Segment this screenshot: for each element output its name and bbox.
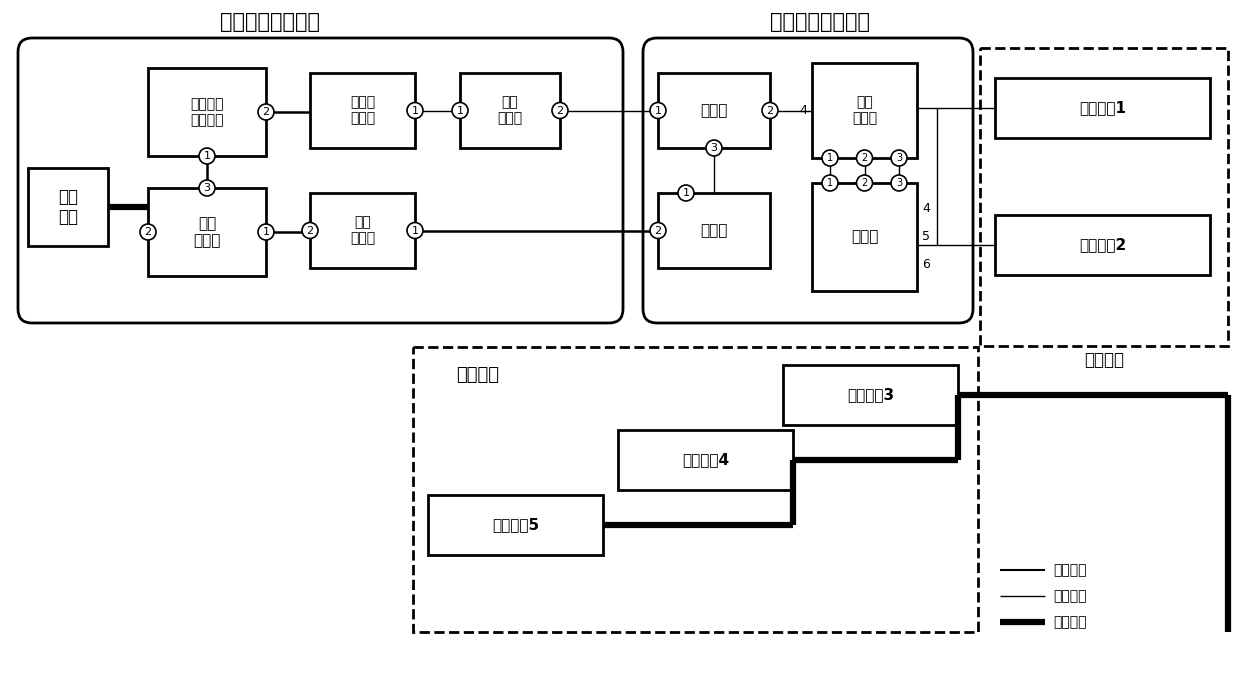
Text: 传感途径: 传感途径 (1053, 615, 1086, 629)
Circle shape (407, 223, 423, 238)
Text: 3: 3 (711, 143, 718, 153)
Bar (413, 347, 978, 632)
Circle shape (892, 150, 906, 166)
Text: 分布参量: 分布参量 (456, 366, 500, 384)
Circle shape (140, 224, 156, 240)
Text: 传感单元5: 传感单元5 (492, 518, 539, 533)
Text: 2: 2 (766, 105, 774, 115)
Circle shape (763, 103, 777, 119)
Text: 5: 5 (923, 230, 930, 244)
Text: 1: 1 (412, 225, 419, 236)
Bar (994, 215, 1210, 275)
Text: 传感单元4: 传感单元4 (682, 452, 729, 468)
Circle shape (453, 103, 467, 119)
Text: 光学
分束器: 光学 分束器 (852, 95, 877, 126)
Circle shape (892, 175, 906, 191)
Circle shape (822, 150, 838, 166)
Text: 2: 2 (306, 225, 314, 236)
Text: 2: 2 (862, 153, 868, 163)
Text: 传感信息馈送网络: 传感信息馈送网络 (770, 12, 870, 32)
Text: 光开关: 光开关 (851, 230, 878, 244)
Bar (994, 78, 1210, 138)
Bar (658, 73, 770, 148)
Circle shape (857, 175, 873, 191)
Text: 微波
功分器: 微波 功分器 (193, 216, 221, 248)
Text: 2: 2 (862, 178, 868, 188)
Text: 1: 1 (263, 227, 269, 237)
FancyBboxPatch shape (19, 38, 622, 323)
FancyBboxPatch shape (644, 38, 973, 323)
Bar (658, 193, 770, 268)
Circle shape (198, 148, 215, 164)
Text: 2: 2 (557, 105, 563, 115)
Text: 传感单元1: 传感单元1 (1079, 101, 1126, 115)
Text: 传感单元2: 传感单元2 (1079, 238, 1126, 252)
Text: 4: 4 (923, 202, 930, 215)
Text: 偏振
控制器: 偏振 控制器 (497, 95, 522, 126)
Text: 传感单元3: 传感单元3 (847, 387, 894, 402)
Text: 3: 3 (897, 178, 901, 188)
Bar (460, 73, 560, 148)
Text: 起偏器: 起偏器 (701, 223, 728, 238)
Bar (148, 68, 267, 156)
Circle shape (650, 223, 666, 238)
Text: 4: 4 (799, 104, 807, 117)
Text: 1: 1 (827, 153, 833, 163)
Bar (29, 168, 108, 246)
Text: 光电
探测器: 光电 探测器 (350, 215, 374, 246)
Circle shape (407, 103, 423, 119)
Circle shape (650, 103, 666, 119)
Text: 1: 1 (682, 188, 689, 198)
Text: 1: 1 (203, 151, 211, 161)
Text: 信号
处理: 信号 处理 (58, 188, 78, 226)
Text: 1: 1 (655, 105, 661, 115)
Circle shape (678, 185, 694, 201)
Bar (148, 188, 267, 276)
Circle shape (706, 140, 722, 156)
Bar (980, 48, 1228, 346)
Text: 3: 3 (203, 183, 211, 193)
Bar (618, 430, 794, 490)
Text: 传感信息解调模块: 传感信息解调模块 (219, 12, 320, 32)
Text: 可调谐
激光器: 可调谐 激光器 (350, 95, 374, 126)
Text: 1: 1 (827, 178, 833, 188)
Circle shape (822, 175, 838, 191)
Circle shape (303, 223, 317, 238)
Text: 3: 3 (897, 153, 901, 163)
Text: 1: 1 (412, 105, 419, 115)
Text: 电路传输: 电路传输 (1053, 563, 1086, 577)
Circle shape (258, 104, 274, 120)
Circle shape (258, 224, 274, 240)
Text: 光路传输: 光路传输 (1053, 589, 1086, 603)
Text: 环路器: 环路器 (701, 103, 728, 118)
Bar (428, 495, 603, 555)
Circle shape (552, 103, 568, 119)
Text: 1: 1 (456, 105, 464, 115)
Bar (310, 193, 415, 268)
Text: 2: 2 (655, 225, 662, 236)
Bar (310, 73, 415, 148)
Text: 激光二极
管驱动器: 激光二极 管驱动器 (190, 97, 223, 127)
Circle shape (857, 150, 873, 166)
Text: 集总参量: 集总参量 (1084, 351, 1123, 369)
Bar (812, 183, 918, 291)
Bar (782, 365, 959, 425)
Text: 2: 2 (263, 107, 269, 117)
Text: 6: 6 (923, 259, 930, 271)
Bar (812, 63, 918, 158)
Text: 2: 2 (144, 227, 151, 237)
Circle shape (198, 180, 215, 196)
